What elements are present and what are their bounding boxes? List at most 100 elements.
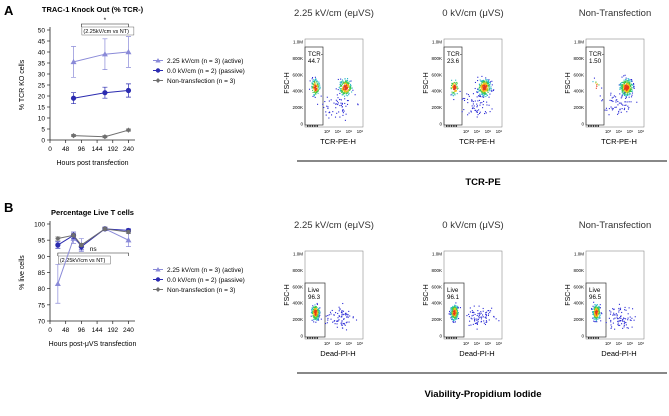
flow-event [340,78,342,80]
flow-event [598,84,600,86]
flow-x-tick-label: 10⁴ [474,341,481,346]
flow-event [327,107,329,110]
flow-event [610,327,612,329]
flow-event [630,87,632,90]
flow-event [311,308,313,310]
flow-event [455,82,457,84]
flow-event [455,311,457,313]
flow-event [344,91,346,93]
flow-event [620,315,622,317]
flow-event [476,106,478,108]
flow-event [598,313,600,315]
flow-event [336,323,338,325]
flow-gate-label: Live [447,287,459,294]
flow-gate-label: Live [589,287,601,294]
flow-event [452,92,455,94]
flow-event [491,89,493,91]
flow-event [493,89,495,91]
flow-event [610,106,612,108]
flow-event [311,311,313,313]
flow-event [477,100,479,102]
flow-event [594,307,596,309]
legend-marker [155,277,161,282]
data-point [55,242,61,248]
flow-event [615,99,617,101]
flow-event [481,93,483,95]
flow-event [326,105,328,107]
flow-event [623,326,625,328]
flow-event [331,309,333,312]
flow-x-axis-label: Dead-PI-H [601,349,636,358]
flow-event [450,312,453,314]
flow-event [631,88,633,91]
flow-event [625,77,627,79]
flow-event [319,84,321,86]
flow-x-tick-label: 10⁶ [638,341,645,346]
flow-event [315,86,317,88]
data-point [70,133,77,139]
flow-event [345,329,348,331]
flow-event [343,322,345,325]
flow-event [480,87,483,89]
flow-event [453,306,455,308]
flow-event [333,102,335,104]
flow-event [593,301,595,303]
flow-event [624,91,627,93]
flow-event [628,93,631,95]
flow-event [608,317,610,319]
flow-event [631,87,633,89]
flow-event [479,313,481,315]
flow-event [599,317,601,319]
flow-event [339,104,341,107]
flow-event [484,93,486,95]
flow-event [479,104,481,106]
flow-plot-frame [585,250,645,340]
series-line [57,228,129,246]
flow-y-tick-label: 600K [431,284,442,289]
flow-event [314,85,316,87]
flow-event [630,91,632,93]
flow-event [624,81,626,83]
flow-event [451,86,454,88]
flow-event [478,95,480,97]
flow-event [317,311,319,313]
flow-event [619,108,621,110]
flow-event [487,84,489,86]
flow-event [341,106,343,108]
flow-event [601,100,603,102]
flow-x-tick-label: 10⁵ [485,341,492,346]
flow-event [483,94,485,96]
flow-event [594,311,596,313]
flow-event [347,78,349,80]
flow-event [624,306,626,308]
flow-event [622,86,624,88]
flow-event [456,315,458,317]
flow-event [319,310,321,313]
flow-gate [443,282,465,338]
flow-event [344,98,346,100]
flow-event [317,315,319,317]
flow-event [342,82,344,84]
flow-y-tick-label: 1.0M [574,252,584,257]
flow-event [313,87,315,89]
flow-event [483,90,485,92]
flow-event [314,304,316,306]
flow-plot: 0 kV/cm (μVS) 1.0M 800K 600K 400K 200K 0 10³ 10⁴… [423,220,504,358]
flow-event [483,84,485,86]
flow-event [615,96,617,98]
flow-event [486,85,488,87]
flow-event [452,315,454,317]
flow-event [624,92,626,94]
flow-event [348,82,350,84]
flow-event [342,314,344,316]
flow-event [453,84,455,86]
flow-event [489,87,491,89]
flow-event [455,310,458,313]
flow-y-tick-label: 0 [439,122,442,127]
flow-event [341,316,343,318]
flow-event [618,112,620,114]
flow-event [319,87,321,89]
flow-y-tick-label: 0 [439,334,442,339]
flow-event [324,100,326,103]
